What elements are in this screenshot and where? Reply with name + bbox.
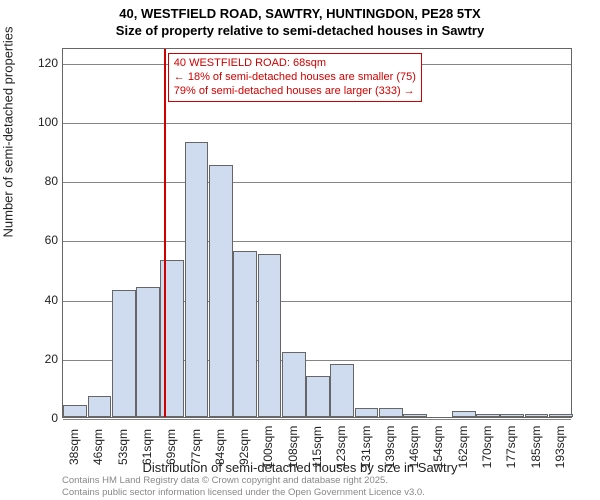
ytick-label: 60 — [45, 233, 58, 247]
gridline — [63, 182, 571, 183]
histogram-bar — [330, 364, 354, 417]
ytick-label: 120 — [38, 56, 58, 70]
ytick-label: 0 — [51, 411, 58, 425]
histogram-bar — [282, 352, 306, 417]
histogram-bar — [379, 408, 403, 417]
gridline — [63, 241, 571, 242]
callout-header: 40 WESTFIELD ROAD: 68sqm — [174, 57, 416, 71]
xtick-label: 38sqm — [67, 429, 81, 465]
xtick-label: 154sqm — [431, 426, 445, 469]
xtick-label: 131sqm — [359, 426, 373, 469]
ytick-label: 40 — [45, 293, 58, 307]
histogram-bar — [185, 142, 209, 417]
histogram-bar — [476, 414, 500, 417]
ytick-label: 100 — [38, 115, 58, 129]
histogram-bar — [306, 376, 330, 417]
xtick-label: 69sqm — [164, 429, 178, 465]
xtick-label: 170sqm — [480, 426, 494, 469]
callout-line: ← 18% of semi-detached houses are smalle… — [174, 71, 416, 85]
histogram-bar — [258, 254, 282, 417]
gridline — [63, 123, 571, 124]
xtick-label: 46sqm — [91, 429, 105, 465]
histogram-bar — [112, 290, 136, 417]
histogram-bar — [549, 414, 573, 417]
xtick-label: 193sqm — [553, 426, 567, 469]
histogram-bar — [452, 411, 476, 417]
callout-line: 79% of semi-detached houses are larger (… — [174, 85, 416, 99]
title-line-2: Size of property relative to semi-detach… — [0, 23, 600, 40]
histogram-bar — [355, 408, 379, 417]
xtick-label: 108sqm — [286, 426, 300, 469]
xtick-label: 53sqm — [116, 429, 130, 465]
footer-line-2: Contains public sector information licen… — [62, 487, 425, 498]
xtick-label: 185sqm — [529, 426, 543, 469]
callout-box: 40 WESTFIELD ROAD: 68sqm← 18% of semi-de… — [168, 53, 422, 102]
footer-line-1: Contains HM Land Registry data © Crown c… — [62, 475, 425, 486]
xtick-label: 84sqm — [213, 429, 227, 465]
ytick-label: 80 — [45, 174, 58, 188]
histogram-bar — [63, 405, 87, 417]
gridline — [63, 419, 571, 420]
xtick-label: 146sqm — [407, 426, 421, 469]
xtick-label: 100sqm — [261, 426, 275, 469]
histogram-bar — [88, 396, 112, 417]
xtick-label: 177sqm — [504, 426, 518, 469]
y-axis-label: Number of semi-detached properties — [1, 27, 16, 238]
xtick-label: 61sqm — [140, 429, 154, 465]
attribution-footer: Contains HM Land Registry data © Crown c… — [62, 475, 425, 498]
xtick-label: 92sqm — [237, 429, 251, 465]
xtick-label: 139sqm — [383, 426, 397, 469]
histogram-bar — [525, 414, 549, 417]
xtick-label: 77sqm — [189, 429, 203, 465]
histogram-bar — [233, 251, 257, 417]
title-line-1: 40, WESTFIELD ROAD, SAWTRY, HUNTINGDON, … — [0, 6, 600, 23]
histogram-bar — [136, 287, 160, 417]
plot-area: 40 WESTFIELD ROAD: 68sqm← 18% of semi-de… — [62, 48, 572, 418]
histogram-bar — [500, 414, 524, 417]
xtick-label: 123sqm — [334, 426, 348, 469]
chart-title: 40, WESTFIELD ROAD, SAWTRY, HUNTINGDON, … — [0, 0, 600, 40]
ytick-label: 20 — [45, 352, 58, 366]
xtick-label: 115sqm — [310, 426, 324, 468]
histogram-bar — [403, 414, 427, 417]
xtick-label: 162sqm — [456, 426, 470, 469]
reference-line — [164, 49, 166, 417]
histogram-bar — [209, 165, 233, 417]
